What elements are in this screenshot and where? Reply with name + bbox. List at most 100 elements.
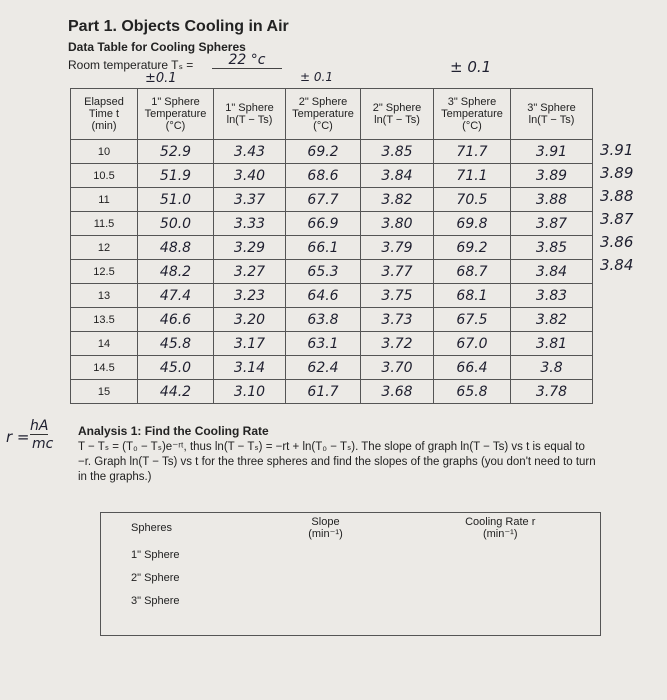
table-cell: 3.23	[213, 283, 286, 308]
table-row: 14 45.8 3.17 63.1 3.72 67.0 3.81	[70, 331, 593, 356]
side-note: mc	[32, 436, 54, 452]
room-temp-label: Room temperature Tₛ =	[68, 58, 194, 72]
table-cell: 62.4	[285, 355, 361, 380]
results-table: Spheres Slope (min⁻¹) Cooling Rate r (min⁻…	[100, 512, 601, 636]
table-cell: 3.37	[213, 187, 286, 212]
margin-note: 3.91	[600, 141, 634, 159]
subtitle: Data Table for Cooling Spheres	[68, 40, 246, 54]
table-row: 15 44.2 3.10 61.7 3.68 65.8 3.78	[70, 379, 593, 404]
table-cell: 68.7	[433, 259, 511, 284]
column-header: Cooling Rate r (min⁻¹)	[465, 516, 536, 540]
table-cell: 12	[70, 235, 138, 260]
table-row: 12.5 48.2 3.27 65.3 3.77 68.7 3.84	[70, 259, 593, 284]
table-cell: 15	[70, 379, 138, 404]
table-cell: 61.7	[285, 379, 361, 404]
empty-cell	[401, 543, 601, 566]
table-cell: 69.2	[433, 235, 511, 260]
table-row: 13 47.4 3.23 64.6 3.75 68.1 3.83	[70, 283, 593, 308]
table-body: Elapsed Time t (min) 1" Sphere Temperatur…	[70, 88, 593, 404]
empty-cell	[251, 589, 401, 612]
table-cell: 63.1	[285, 331, 361, 356]
table-row: 14.5 45.0 3.14 62.4 3.70 66.4 3.8	[70, 355, 593, 380]
table-body: Spheres Slope (min⁻¹) Cooling Rate r (min⁻…	[101, 513, 601, 636]
table-cell: 3.87	[510, 211, 593, 236]
table-cell: 3.78	[510, 379, 593, 404]
column-header: 3" Sphere Temperature (°C)	[433, 88, 511, 140]
table-cell: 3.73	[360, 307, 434, 332]
side-note: hA	[30, 418, 49, 435]
table-cell: 3.70	[360, 355, 434, 380]
table-cell: 3.85	[510, 235, 593, 260]
table-cell: 69.2	[285, 139, 361, 164]
table-cell: 45.8	[137, 331, 214, 356]
empty-cell	[251, 566, 401, 589]
column-header: 1" Sphere ln(T − Ts)	[213, 88, 286, 140]
table-cell: 3.10	[213, 379, 286, 404]
table-row: 12 48.8 3.29 66.1 3.79 69.2 3.85	[70, 235, 593, 260]
column-header: Spheres	[131, 522, 172, 534]
table-cell: 3.89	[510, 163, 593, 188]
table-cell: 67.5	[433, 307, 511, 332]
table-cell: 47.4	[137, 283, 214, 308]
table-cell: 68.1	[433, 283, 511, 308]
table-cell: 63.8	[285, 307, 361, 332]
column-header: 3" Sphere ln(T − Ts)	[510, 88, 593, 140]
table-row	[101, 612, 601, 636]
table-cell: 3.84	[510, 259, 593, 284]
uncertainty: ±0.1	[145, 71, 177, 86]
table-cell: 71.7	[433, 139, 511, 164]
table-cell: 3.43	[213, 139, 286, 164]
table-cell: 14.5	[70, 355, 138, 380]
table-row: 11.5 50.0 3.33 66.9 3.80 69.8 3.87	[70, 211, 593, 236]
empty-cell	[251, 543, 401, 566]
table-cell: 3.79	[360, 235, 434, 260]
table-cell: 3.40	[213, 163, 286, 188]
title: Part 1. Objects Cooling in Air	[68, 18, 289, 35]
data-table: Elapsed Time t (min) 1" Sphere Temperatur…	[70, 88, 593, 404]
table-cell: 11.5	[70, 211, 138, 236]
margin-note: 3.88	[600, 187, 634, 205]
table-cell: 11	[70, 187, 138, 212]
row-label: 3" Sphere	[131, 594, 180, 607]
table-cell: 3.80	[360, 211, 434, 236]
table-cell: 66.9	[285, 211, 361, 236]
margin-note: 3.87	[600, 210, 634, 228]
header-row: Elapsed Time t (min) 1" Sphere Temperatur…	[70, 88, 593, 140]
empty-cell	[101, 612, 601, 636]
table-cell: 3.68	[360, 379, 434, 404]
margin-note: 3.89	[600, 164, 634, 182]
table-cell: 44.2	[137, 379, 214, 404]
table-cell: 69.8	[433, 211, 511, 236]
table-cell: 12.5	[70, 259, 138, 284]
table-cell: 50.0	[137, 211, 214, 236]
table-row: 10.5 51.9 3.40 68.6 3.84 71.1 3.89	[70, 163, 593, 188]
table-row: 3" Sphere	[101, 589, 601, 612]
table-cell: 70.5	[433, 187, 511, 212]
table-cell: 71.1	[433, 163, 511, 188]
table-row: 1" Sphere	[101, 543, 601, 566]
table-cell: 67.7	[285, 187, 361, 212]
table-cell: 3.88	[510, 187, 593, 212]
uncertainty: ± 0.1	[450, 58, 492, 76]
table-cell: 67.0	[433, 331, 511, 356]
table-cell: 3.77	[360, 259, 434, 284]
table-cell: 66.4	[433, 355, 511, 380]
row-label: 2" Sphere	[131, 571, 180, 584]
analysis-title: Analysis 1: Find the Cooling Rate	[78, 424, 269, 438]
table-cell: 3.82	[360, 187, 434, 212]
table-cell: 48.2	[137, 259, 214, 284]
table-cell: 3.82	[510, 307, 593, 332]
empty-cell	[401, 566, 601, 589]
table-cell: 3.72	[360, 331, 434, 356]
table-cell: 3.81	[510, 331, 593, 356]
room-temp-value: 22 °c	[212, 52, 282, 69]
table-row: 10 52.9 3.43 69.2 3.85 71.7 3.91	[70, 139, 593, 164]
table-cell: 3.85	[360, 139, 434, 164]
table-cell: 46.6	[137, 307, 214, 332]
uncertainty: ± 0.1	[300, 70, 333, 84]
side-note: r =	[6, 428, 30, 446]
table-cell: 3.84	[360, 163, 434, 188]
table-cell: 13.5	[70, 307, 138, 332]
row-label: 1" Sphere	[131, 548, 180, 561]
